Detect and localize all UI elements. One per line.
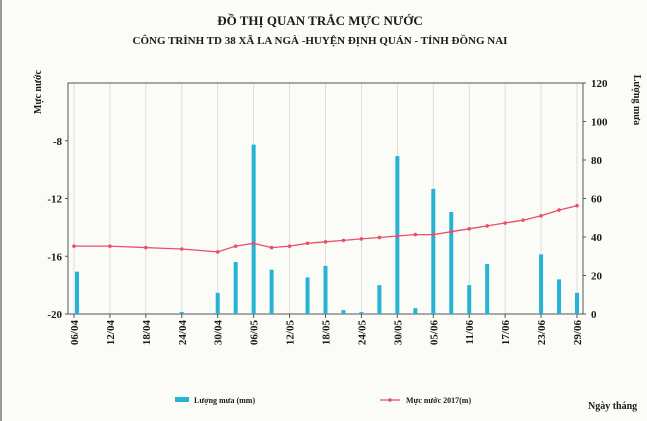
water-level-point-7 <box>269 245 274 250</box>
rain-bar-5 <box>269 269 274 314</box>
water-level-point-22 <box>539 214 543 218</box>
rain-bar-3 <box>233 262 238 314</box>
water-level-point-3 <box>179 247 184 251</box>
x-tick-label-1: 12/04 <box>105 320 117 346</box>
legend-water-marker <box>388 398 392 402</box>
rain-bar-14 <box>449 211 454 314</box>
water-level-point-5 <box>233 244 238 248</box>
x-tick-label-8: 24/05 <box>356 320 368 346</box>
water-level-point-9 <box>305 241 310 246</box>
x-tick-label-3: 24/04 <box>177 320 189 346</box>
rain-bar-4 <box>251 144 256 314</box>
x-tick-label-12: 17/06 <box>500 320 512 346</box>
right-axis-label: Lượng mưa <box>631 75 642 126</box>
water-level-point-20 <box>503 221 507 225</box>
x-axis-ticks: 06/04 12/04 18/04 24/04 30/04 06/05 12/05 18/05… <box>69 314 584 345</box>
water-level-point-23 <box>557 208 561 212</box>
right-tick-label-6: 0 <box>591 309 597 321</box>
water-level-point-14 <box>395 234 400 238</box>
x-tick-label-0: 06/04 <box>69 320 81 346</box>
left-tick-label-0: -8 <box>53 136 63 148</box>
rain-bar-1 <box>179 312 184 314</box>
x-tick-label-5: 06/05 <box>249 320 261 346</box>
left-tick-label-1: -12 <box>47 194 62 206</box>
rain-bar-16 <box>485 263 490 314</box>
x-tick-label-9: 30/05 <box>392 320 404 346</box>
x-axis-label: Ngày tháng <box>588 401 637 412</box>
x-tick-label-10: 05/06 <box>428 320 440 346</box>
rain-bar-10 <box>377 285 382 314</box>
water-level-point-15 <box>413 232 418 237</box>
rain-bar-0 <box>74 271 79 314</box>
water-level-point-16 <box>431 232 436 237</box>
chart-subtitle: CÔNG TRÌNH TD 38 XÃ LA NGÀ -HUYỆN ĐỊNH Q… <box>133 34 508 47</box>
rain-bar-2 <box>215 292 220 314</box>
rain-bar-6 <box>305 277 310 314</box>
rain-bar-9 <box>359 312 364 314</box>
rain-bar-19 <box>575 292 579 314</box>
left-tick-label-3: -20 <box>47 309 62 321</box>
right-tick-label-2: 80 <box>591 155 603 167</box>
water-level-point-18 <box>467 227 472 231</box>
left-axis-ticks: -8 -12 -16 -20 <box>47 136 68 321</box>
water-level-point-21 <box>521 218 525 222</box>
rain-bar-7 <box>323 265 328 314</box>
rain-bar-15 <box>467 285 472 314</box>
x-tick-label-7: 18/05 <box>321 320 333 346</box>
x-tick-label-2: 18/04 <box>141 320 153 346</box>
water-level-line <box>72 203 579 254</box>
x-tick-label-4: 30/04 <box>213 320 225 346</box>
x-tick-label-11: 11/06 <box>464 320 476 345</box>
right-tick-label-3: 60 <box>591 194 603 206</box>
left-tick-label-2: -16 <box>47 251 62 263</box>
x-tick-label-13: 23/06 <box>536 320 548 346</box>
water-level-point-2 <box>144 245 148 250</box>
water-level-point-4 <box>215 250 220 254</box>
rain-bar-18 <box>557 279 562 314</box>
rain-bar-12 <box>413 308 418 314</box>
rain-bar-17 <box>539 254 544 314</box>
water-level-point-1 <box>108 244 112 248</box>
rain-bar-13 <box>431 188 436 314</box>
right-tick-label-0: 120 <box>591 78 608 90</box>
legend-rain-label: Lượng mưa (mm) <box>194 396 255 405</box>
right-axis-ticks: 120 100 80 60 40 20 0 <box>583 78 608 321</box>
water-level-point-19 <box>485 224 489 228</box>
right-tick-label-4: 40 <box>591 232 603 244</box>
left-axis-label: Mực nước <box>33 69 44 113</box>
water-level-point-8 <box>287 244 292 248</box>
right-tick-label-1: 100 <box>591 117 608 129</box>
right-tick-label-5: 20 <box>591 271 603 283</box>
water-level-point-0 <box>72 244 76 248</box>
x-tick-label-14: 29/06 <box>572 320 584 346</box>
water-level-point-12 <box>359 237 364 241</box>
water-level-point-6 <box>251 241 256 246</box>
legend-water-label: Mực nước 2017(m) <box>406 396 471 405</box>
chart-title: ĐỒ THỊ QUAN TRẮC MỰC NƯỚC <box>217 13 422 28</box>
water-level-point-10 <box>323 240 328 244</box>
water-level-point-11 <box>341 238 346 243</box>
legend-rain-swatch <box>175 397 189 402</box>
x-tick-label-6: 12/05 <box>285 320 297 346</box>
water-level-point-13 <box>377 235 382 240</box>
legend: Lượng mưa (mm) Mực nước 2017(m) <box>175 396 471 405</box>
rain-bar-8 <box>341 310 346 314</box>
rainfall-bars <box>74 144 579 314</box>
water-level-point-24 <box>575 203 579 208</box>
water-level-point-17 <box>449 229 454 234</box>
